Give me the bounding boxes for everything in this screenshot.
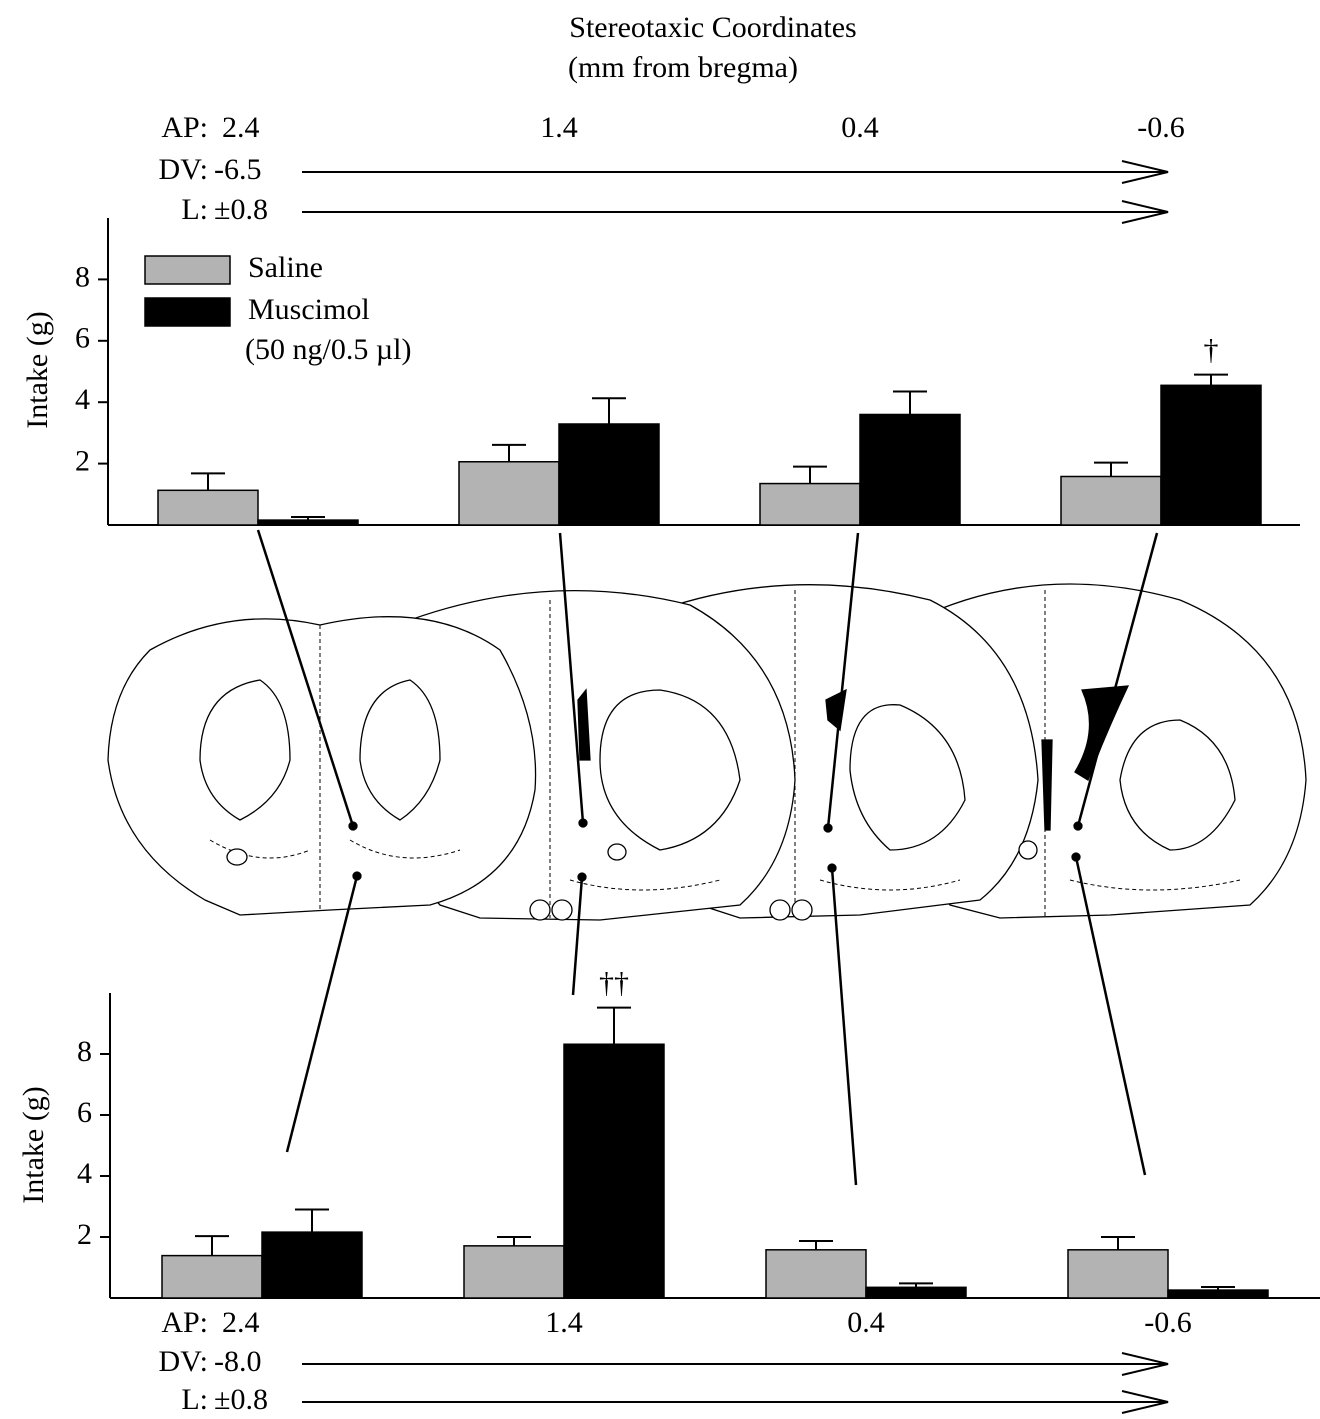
bar [759,482,861,526]
bar [865,1286,967,1299]
bar [157,489,259,526]
x-tick-label: 0.4 [841,111,879,144]
row-label: L: [181,1383,208,1416]
bar [1060,475,1162,526]
row-value: -8.0 [214,1345,262,1378]
bar [1167,1289,1269,1299]
section-1 [107,616,537,916]
chart-title: Stereotaxic Coordinates [569,11,856,44]
annotation: †† [599,967,629,1000]
bar [563,1043,665,1299]
bar [257,519,359,526]
y-tick-label: 4 [77,1157,92,1190]
arrow [302,1390,1169,1414]
x-tick-label: -0.6 [1144,1306,1192,1339]
category-axis-label: AP: [161,111,208,144]
arrow [302,200,1169,224]
y-tick-label: 2 [77,1218,92,1251]
x-tick-label: 2.4 [222,1306,260,1339]
arrow [302,1352,1169,1376]
legend-label: Muscimol [248,293,370,326]
row-label: DV: [159,1345,208,1378]
bar [765,1249,867,1299]
bar [458,461,560,526]
row-value: ±0.8 [214,193,268,226]
y-tick-label: 6 [75,322,90,355]
error-bar [295,1208,329,1233]
y-axis-label: Intake (g) [17,1086,50,1203]
legend-swatch [144,255,231,285]
y-tick-label: 6 [77,1096,92,1129]
legend-swatch [144,297,231,327]
bar [161,1254,263,1299]
bar [463,1245,565,1299]
x-tick-label: -0.6 [1137,111,1185,144]
y-axis-label: Intake (g) [21,311,54,428]
error-bar [492,443,526,462]
error-bar [793,465,827,484]
x-tick-label: 1.4 [540,111,578,144]
x-tick-label: 2.4 [222,111,260,144]
arrow [302,160,1169,184]
bar [261,1231,363,1299]
error-bar [497,1236,531,1246]
y-tick-label: 4 [75,383,90,416]
error-bar [291,516,325,521]
x-tick-label: 0.4 [847,1306,885,1339]
row-label: DV: [159,153,208,186]
error-bar [799,1239,833,1250]
chart-subtitle: (mm from bregma) [568,51,798,84]
legend-label: Saline [248,251,323,284]
y-tick-label: 8 [75,260,90,293]
y-tick-label: 8 [77,1035,92,1068]
brain-sections [107,583,1307,921]
row-label: L: [181,193,208,226]
row-value: -6.5 [214,153,262,186]
legend-note: (50 ng/0.5 µl) [245,333,411,366]
error-bar [893,390,927,415]
y-tick-label: 2 [75,444,90,477]
category-axis-label: AP: [161,1306,208,1339]
error-bar [899,1282,933,1288]
bar [1160,384,1262,526]
error-bar [1101,1236,1135,1250]
annotation: † [1204,333,1219,366]
bar [558,423,660,526]
connectors [256,529,1159,1186]
x-tick-label: 1.4 [545,1306,583,1339]
error-bar [592,397,626,424]
error-bar [1094,461,1128,477]
error-bar [1201,1286,1235,1291]
error-bar [195,1235,229,1256]
error-bar [597,1006,631,1045]
error-bar [191,472,225,491]
row-value: ±0.8 [214,1383,268,1416]
error-bar [1194,373,1228,386]
bar [1067,1249,1169,1299]
bar [859,413,961,526]
